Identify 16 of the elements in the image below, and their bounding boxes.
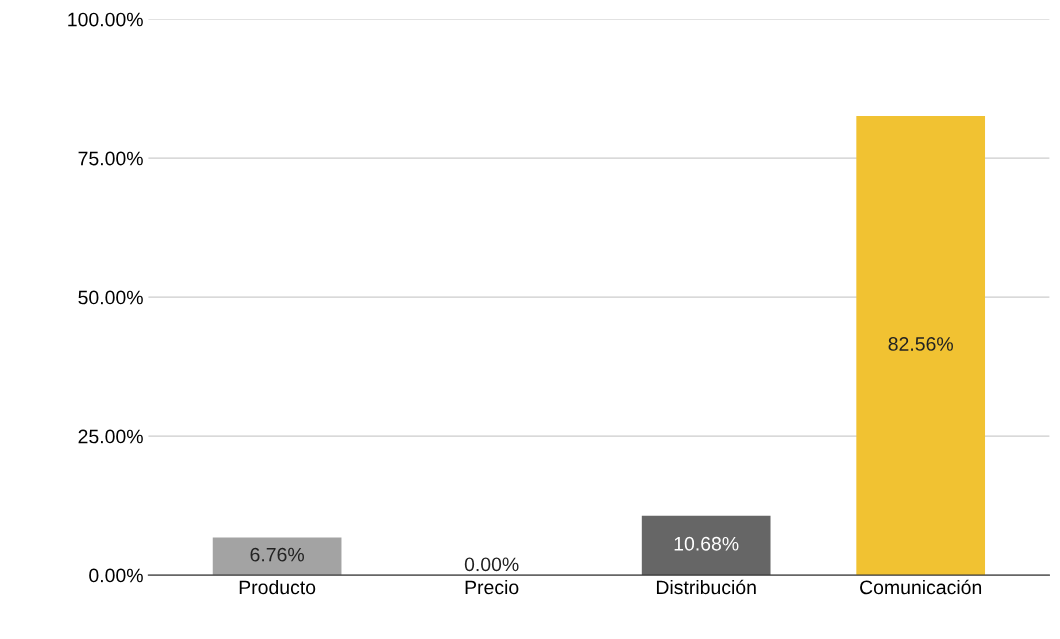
y-tick-label: 75.00% <box>78 151 143 166</box>
y-tick-label: 100.00% <box>68 12 143 27</box>
y-tick-label: 0.00% <box>89 568 143 583</box>
x-tick-label: Distribución <box>656 579 756 595</box>
y-tick-label: 25.00% <box>78 429 143 444</box>
x-tick-label: Producto <box>239 579 316 595</box>
data-label: 0.00% <box>464 557 519 572</box>
y-tick-label: 50.00% <box>78 290 143 305</box>
data-label: 10.68% <box>674 536 739 551</box>
bar <box>856 116 986 576</box>
data-label: 82.56% <box>888 337 953 351</box>
x-tick-label: Comunicación <box>860 579 982 595</box>
data-label: 6.76% <box>250 547 304 562</box>
bar <box>641 515 771 576</box>
bar <box>212 537 342 576</box>
x-tick-label: Precio <box>465 579 519 595</box>
